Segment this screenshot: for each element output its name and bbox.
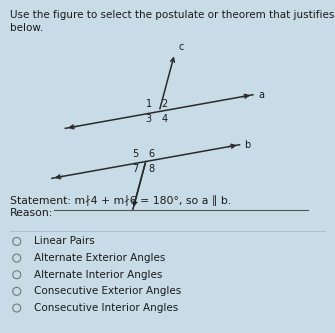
Text: c: c [178, 42, 183, 52]
Text: Use the figure to select the postulate or theorem that justifies the statement: Use the figure to select the postulate o… [10, 10, 335, 20]
Text: 7: 7 [132, 164, 138, 174]
Text: Alternate Exterior Angles: Alternate Exterior Angles [34, 253, 165, 263]
Text: Consecutive Interior Angles: Consecutive Interior Angles [34, 303, 178, 313]
Text: 2: 2 [161, 99, 168, 109]
Text: below.: below. [10, 23, 43, 33]
Text: Linear Pairs: Linear Pairs [34, 236, 94, 246]
Text: Reason:: Reason: [10, 208, 53, 218]
Text: 1: 1 [146, 99, 152, 109]
Text: Alternate Interior Angles: Alternate Interior Angles [34, 270, 162, 280]
Text: 6: 6 [148, 149, 154, 159]
Text: a: a [258, 90, 264, 100]
Text: 8: 8 [148, 164, 154, 174]
Text: 5: 5 [132, 149, 138, 159]
Text: Consecutive Exterior Angles: Consecutive Exterior Angles [34, 286, 181, 296]
Text: 3: 3 [146, 114, 152, 124]
Text: b: b [245, 140, 251, 150]
Text: Statement: m∤4 + m∤6 = 180°, so a ∥ b.: Statement: m∤4 + m∤6 = 180°, so a ∥ b. [10, 195, 231, 206]
Text: 4: 4 [161, 114, 168, 124]
